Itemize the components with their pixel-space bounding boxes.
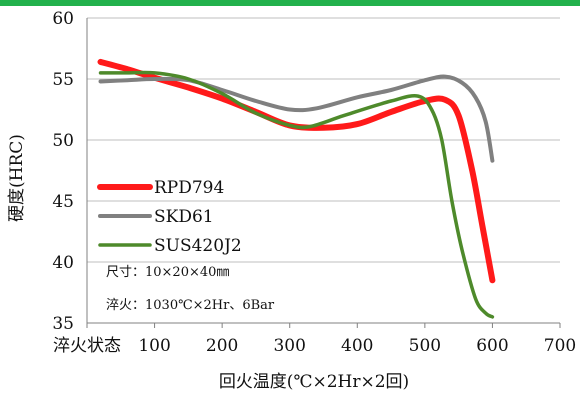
legend-label-rpd794: RPD794 <box>154 178 224 198</box>
x-axis-label: 回火温度(℃×2Hr×2回) <box>219 372 409 392</box>
y-tick-label-55: 55 <box>52 70 74 90</box>
legend: RPD794 SKD61 SUS420J2 <box>97 178 242 256</box>
x-tick-label-600: 600 <box>476 336 508 356</box>
annotation-1: 尺寸：10×20×40㎜ <box>106 265 229 280</box>
x-tick-label-400: 400 <box>341 336 373 356</box>
y-tick-label-40: 40 <box>52 253 74 273</box>
y-tick-label-50: 50 <box>52 131 74 151</box>
annotation-2: 淬火：1030℃×2Hr、6Bar <box>106 298 275 313</box>
series-line-rpd794 <box>97 58 496 284</box>
x-tick-label-500: 500 <box>409 336 441 356</box>
legend-label-skd61: SKD61 <box>154 207 214 227</box>
y-axis-label: 硬度(HRC) <box>7 134 27 222</box>
x-tick-label-200: 200 <box>206 336 238 356</box>
series-layer <box>97 58 496 319</box>
x-tick-label-700: 700 <box>544 336 576 356</box>
top-accent-bar <box>0 0 580 6</box>
legend-label-sus420j2: SUS420J2 <box>154 236 242 256</box>
y-tick-label-45: 45 <box>52 192 74 212</box>
series-line-sus420j2 <box>98 70 495 319</box>
x-tick-label-300: 300 <box>273 336 305 356</box>
series-line-skd61 <box>98 74 495 163</box>
x-tick-label-0: 淬火状态 <box>53 336 121 356</box>
y-tick-label-35: 35 <box>52 314 74 334</box>
y-tick-label-60: 60 <box>52 9 74 29</box>
axes-layer <box>86 18 561 328</box>
tick-label-layer: 35 40 45 50 55 60 淬火状态 100 200 300 400 500 600 700 <box>52 9 576 356</box>
x-tick-label-100: 100 <box>138 336 170 356</box>
